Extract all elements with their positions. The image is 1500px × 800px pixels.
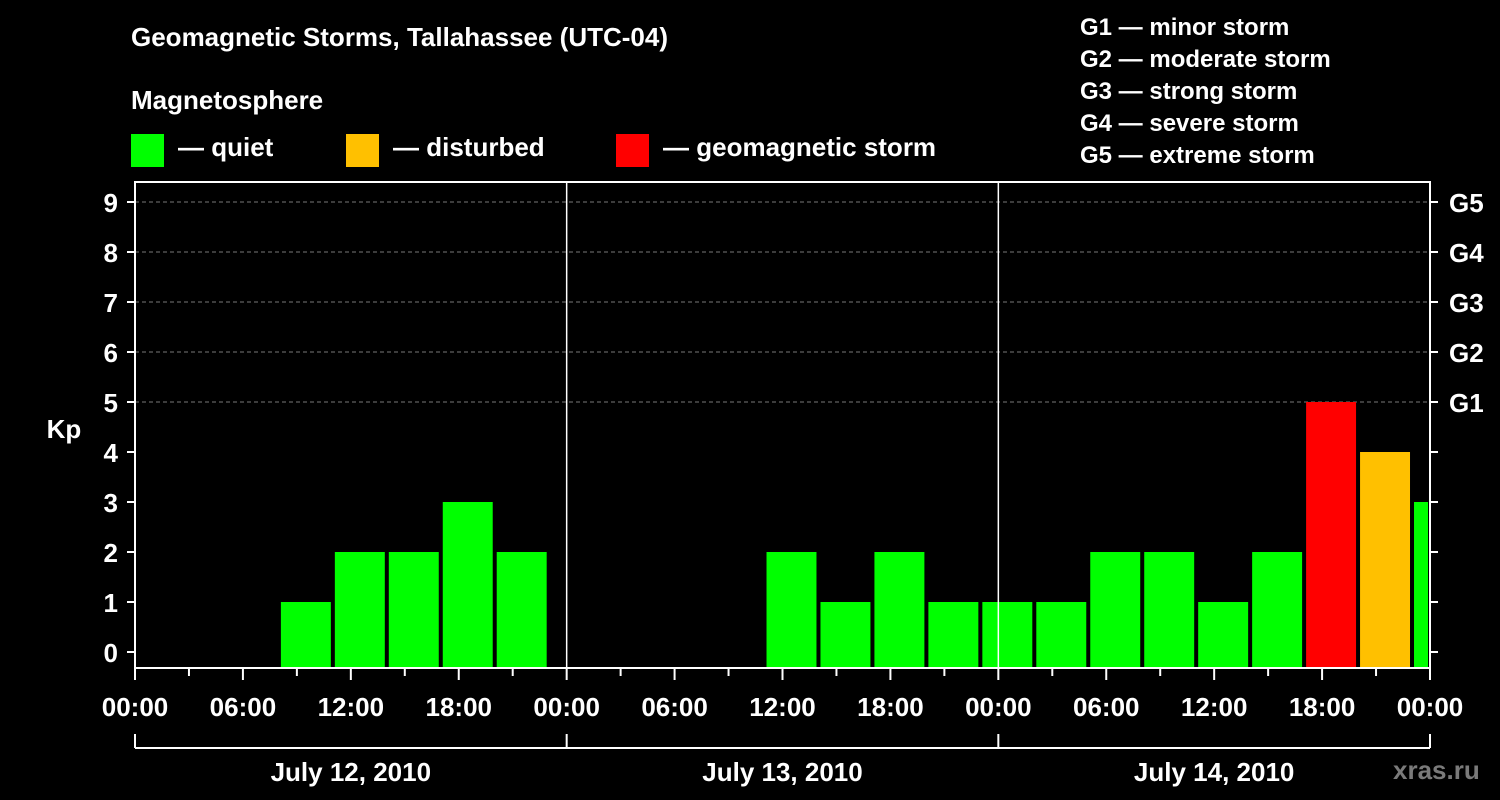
- xtick-label-10: 12:00: [1181, 692, 1248, 722]
- kp-bar-4: [496, 552, 547, 668]
- kp-bar-5: [766, 552, 817, 668]
- storm-scale-g4: G4 — severe storm: [1080, 110, 1299, 137]
- ytick-label-9: 9: [104, 188, 118, 218]
- kp-bar-14: [1252, 552, 1303, 668]
- kp-bar-15: [1306, 402, 1357, 668]
- ytick-label-8: 8: [104, 238, 118, 268]
- day-label-1: July 13, 2010: [702, 757, 862, 787]
- y-axis-label: Kp: [47, 414, 82, 444]
- ytick-label-5: 5: [104, 388, 118, 418]
- xtick-label-2: 12:00: [318, 692, 385, 722]
- kp-bar-16: [1360, 452, 1411, 668]
- legend-swatch-disturbed: [346, 134, 379, 167]
- kp-bar-17: [1414, 502, 1428, 668]
- xtick-label-0: 00:00: [102, 692, 169, 722]
- right-axis-label-g1: G1: [1449, 388, 1484, 418]
- storm-scale-g1: G1 — minor storm: [1080, 14, 1290, 41]
- storm-scale-g2: G2 — moderate storm: [1080, 46, 1331, 73]
- legend-label-storm: — geomagnetic storm: [663, 132, 937, 162]
- xtick-label-3: 18:00: [426, 692, 493, 722]
- legend-label-disturbed: — disturbed: [393, 132, 545, 162]
- ytick-label-2: 2: [104, 538, 118, 568]
- kp-bar-3: [442, 502, 493, 668]
- kp-bar-11: [1090, 552, 1141, 668]
- watermark: xras.ru: [1393, 755, 1480, 785]
- ytick-label-3: 3: [104, 488, 118, 518]
- xtick-label-8: 00:00: [965, 692, 1032, 722]
- kp-bar-0: [280, 602, 331, 668]
- storm-scale-list: G1 — minor storm G2 — moderate storm G3 …: [1080, 12, 1331, 172]
- xtick-label-11: 18:00: [1289, 692, 1356, 722]
- ytick-label-1: 1: [104, 588, 118, 618]
- kp-bar-2: [388, 552, 439, 668]
- xtick-label-4: 00:00: [533, 692, 600, 722]
- ytick-label-7: 7: [104, 288, 118, 318]
- right-axis-label-g3: G3: [1449, 288, 1484, 318]
- kp-bar-13: [1198, 602, 1249, 668]
- xtick-label-1: 06:00: [210, 692, 277, 722]
- ytick-label-4: 4: [104, 438, 119, 468]
- day-label-0: July 12, 2010: [271, 757, 431, 787]
- right-axis-label-g4: G4: [1449, 238, 1484, 268]
- legend-label-quiet: — quiet: [178, 132, 274, 162]
- kp-bar-1: [334, 552, 385, 668]
- right-axis-label-g5: G5: [1449, 188, 1484, 218]
- xtick-label-9: 06:00: [1073, 692, 1140, 722]
- xtick-label-12: 00:00: [1397, 692, 1464, 722]
- xtick-label-5: 06:00: [641, 692, 708, 722]
- storm-scale-g5: G5 — extreme storm: [1080, 142, 1315, 169]
- storm-scale-g3: G3 — strong storm: [1080, 78, 1298, 105]
- right-axis-label-g2: G2: [1449, 338, 1484, 368]
- legend-swatch-storm: [616, 134, 649, 167]
- kp-bar-9: [982, 602, 1033, 668]
- kp-bar-6: [820, 602, 871, 668]
- kp-bar-8: [928, 602, 979, 668]
- legend-swatch-quiet: [131, 134, 164, 167]
- day-label-2: July 14, 2010: [1134, 757, 1294, 787]
- xtick-label-6: 12:00: [749, 692, 816, 722]
- kp-bar-7: [874, 552, 925, 668]
- kp-bar-10: [1036, 602, 1087, 668]
- ytick-label-6: 6: [104, 338, 118, 368]
- ytick-label-0: 0: [104, 638, 118, 668]
- kp-bar-12: [1144, 552, 1195, 668]
- legend-header: Magnetosphere: [131, 85, 324, 115]
- xtick-label-7: 18:00: [857, 692, 924, 722]
- chart-title: Geomagnetic Storms, Tallahassee (UTC-04): [131, 22, 669, 52]
